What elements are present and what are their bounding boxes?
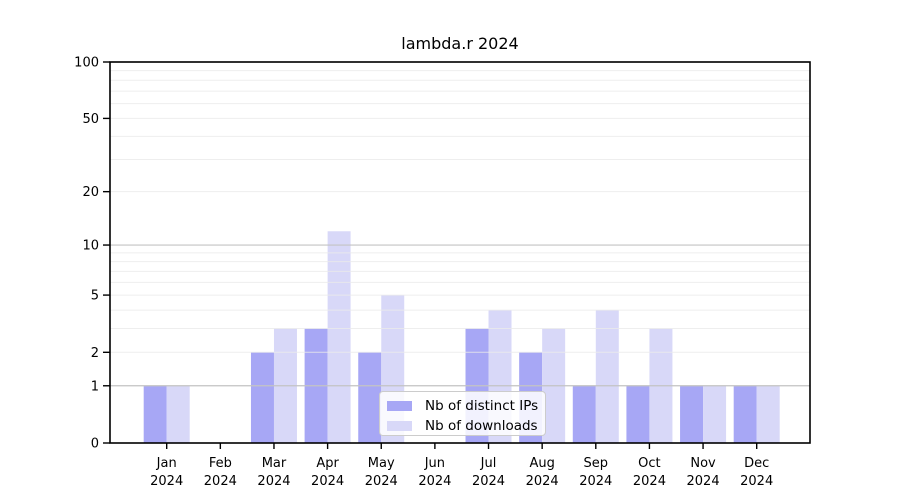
x-tick-label-year: 2024: [150, 474, 183, 489]
bar-downloads-Dec: [756, 385, 780, 443]
x-tick-label-year: 2024: [526, 474, 559, 489]
x-tick-label-month: Oct: [638, 456, 660, 471]
x-tick-label-month: Jul: [480, 456, 497, 471]
bar-distinct-ips-Mar: [250, 352, 274, 443]
x-tick-label-month: May: [368, 456, 395, 471]
x-tick-label-year: 2024: [365, 474, 398, 489]
x-tick-label-month: Aug: [529, 456, 554, 471]
downloads-swatch-icon: [387, 420, 412, 431]
x-tick-label-month: Sep: [584, 456, 609, 471]
y-tick-label: 0: [91, 437, 99, 452]
x-tick-label-year: 2024: [257, 474, 290, 489]
x-tick-label-year: 2024: [579, 474, 612, 489]
x-tick-label-month: Mar: [262, 456, 287, 471]
x-tick-label-month: Apr: [316, 456, 339, 471]
x-tick-label-month: Jun: [424, 456, 445, 471]
chart-title: lambda.r 2024: [401, 34, 519, 53]
bar-distinct-ips-Dec: [733, 385, 757, 443]
legend-label-distinct-ips: Nb of distinct IPs: [425, 397, 539, 414]
y-tick-label: 100: [74, 56, 99, 71]
bar-distinct-ips-Sep: [572, 385, 596, 443]
y-tick-label: 2: [91, 346, 99, 361]
x-tick-label-year: 2024: [418, 474, 451, 489]
bar-downloads-Apr: [327, 231, 351, 443]
x-tick-label-year: 2024: [687, 474, 720, 489]
x-tick-label-month: Nov: [690, 456, 716, 471]
bar-downloads-Jan: [166, 385, 190, 443]
x-tick-label-year: 2024: [311, 474, 344, 489]
distinct-ips-swatch-icon: [387, 400, 412, 411]
legend: Nb of distinct IPs Nb of downloads: [379, 391, 546, 436]
x-tick-label-year: 2024: [472, 474, 505, 489]
x-tick-label-month: Feb: [209, 456, 232, 471]
x-tick-label-year: 2024: [204, 474, 237, 489]
y-tick-label: 1: [91, 379, 99, 394]
bar-distinct-ips-Oct: [626, 385, 650, 443]
x-tick-label-year: 2024: [740, 474, 773, 489]
legend-item-distinct-ips: Nb of distinct IPs: [387, 397, 545, 414]
y-tick-label: 5: [91, 289, 99, 304]
bar-distinct-ips-Jan: [143, 385, 167, 443]
bar-downloads-Sep: [595, 310, 619, 443]
x-tick-label-month: Jan: [156, 456, 177, 471]
legend-item-downloads: Nb of downloads: [387, 417, 545, 434]
bar-distinct-ips-Nov: [680, 385, 704, 443]
y-tick-label: 50: [82, 112, 99, 127]
bar-distinct-ips-May: [358, 352, 382, 443]
legend-label-downloads: Nb of downloads: [425, 417, 538, 434]
bar-downloads-Nov: [703, 385, 727, 443]
y-tick-label: 10: [82, 239, 99, 254]
y-tick-label: 20: [82, 185, 99, 200]
axis-frame: [109, 61, 811, 444]
x-tick-label-month: Dec: [744, 456, 769, 471]
x-tick-label-year: 2024: [633, 474, 666, 489]
